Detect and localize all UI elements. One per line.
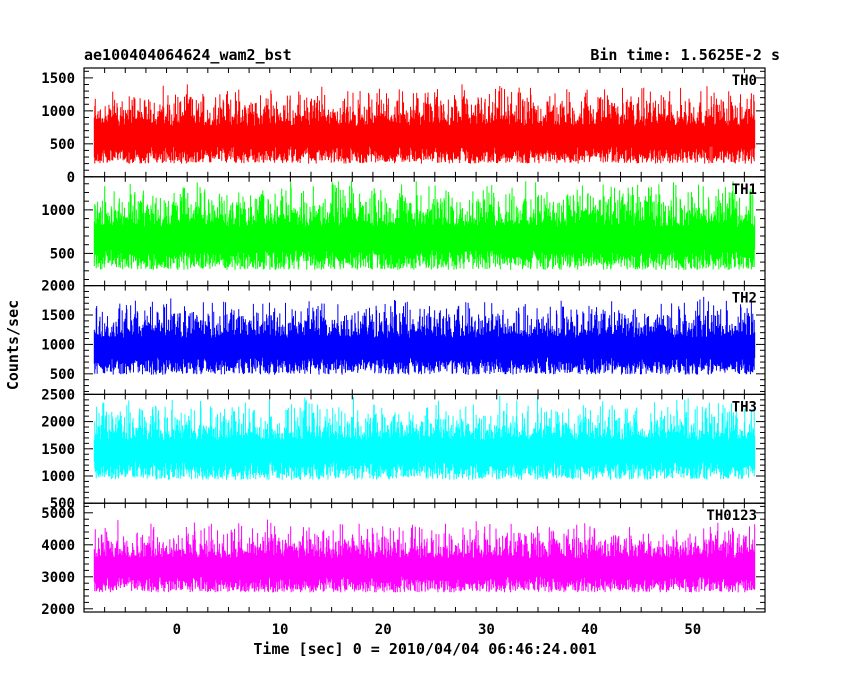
x-tick-label: 0: [173, 622, 181, 638]
series-th1: [93, 181, 756, 270]
series-th2: [93, 296, 756, 375]
panel-label-th0: TH0: [732, 73, 757, 89]
x-axis-label: Time [sec] 0 = 2010/04/04 06:46:24.001: [253, 640, 596, 658]
x-tick-label: 50: [684, 622, 701, 638]
y-tick-label: 2000: [41, 602, 75, 618]
y-tick-label: 2500: [41, 387, 75, 403]
chart-title-left: ae100404064624_wam2_bst: [84, 46, 292, 64]
y-tick-label: 2000: [41, 279, 75, 295]
y-tick-label: 500: [50, 496, 75, 512]
x-tick-label: 30: [478, 622, 495, 638]
panel-label-th3: TH3: [732, 399, 757, 415]
y-tick-label: 1500: [41, 308, 75, 324]
y-tick-label: 500: [50, 246, 75, 262]
panels-group: TH0050010001500TH15001000TH2500100015002…: [41, 67, 766, 638]
y-tick-label: 0: [67, 170, 75, 186]
y-tick-label: 500: [50, 367, 75, 383]
y-tick-label: 3000: [41, 570, 75, 586]
y-tick-label: 1000: [41, 104, 75, 120]
y-tick-label: 1000: [41, 337, 75, 353]
y-tick-label: 2000: [41, 415, 75, 431]
series-th3: [93, 396, 756, 480]
y-tick-label: 1000: [41, 469, 75, 485]
y-tick-label: 4000: [41, 538, 75, 554]
y-tick-label: 1500: [41, 71, 75, 87]
y-axis-label: Counts/sec: [4, 300, 22, 390]
series-th0: [93, 84, 756, 164]
y-tick-label: 500: [50, 137, 75, 153]
y-tick-label: 1000: [41, 203, 75, 219]
chart-title-right: Bin time: 1.5625E-2 s: [590, 46, 780, 64]
y-tick-label: 1500: [41, 442, 75, 458]
series-th0123: [93, 519, 756, 593]
x-tick-label: 10: [272, 622, 289, 638]
y-tick-label: 5000: [41, 506, 75, 522]
panel-label-th1: TH1: [732, 182, 757, 198]
x-tick-label: 40: [581, 622, 598, 638]
panel-label-th0123: TH0123: [706, 508, 757, 524]
x-tick-label: 20: [375, 622, 392, 638]
panel-label-th2: TH2: [732, 291, 757, 307]
